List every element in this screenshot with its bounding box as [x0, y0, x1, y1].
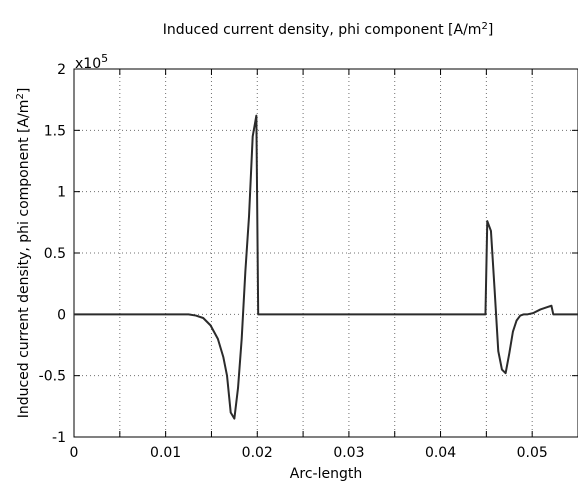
- y-axis-tick-labels: -1 -0.5 0 0.5 1 1.5 2: [39, 62, 66, 446]
- chart-title-superscript: 2: [481, 21, 487, 32]
- y-axis-label-superscript: 2: [15, 93, 26, 99]
- x-axis-tick-labels: 0 0.01 0.02 0.03 0.04 0.05: [70, 445, 548, 461]
- series-line-0: [74, 114, 578, 420]
- y-tick-label: -0.5: [39, 369, 66, 385]
- x-tick-label: 0.02: [242, 445, 273, 461]
- chart-title: Induced current density, phi component […: [163, 21, 494, 39]
- x-tick-label: 0.05: [517, 445, 548, 461]
- y-tick-label: 1: [57, 185, 66, 201]
- y-axis-label: Induced current density, phi component […: [15, 88, 33, 419]
- x-tick-label: 0.01: [150, 445, 181, 461]
- y-tick-label: 2: [57, 62, 66, 78]
- y-axis-multiplier-exponent: 5: [101, 52, 108, 65]
- x-axis-label: Arc-length: [290, 466, 362, 482]
- x-tick-label: 0.04: [425, 445, 456, 461]
- y-tick-label: 1.5: [44, 123, 66, 139]
- y-tick-label: 0: [57, 307, 66, 323]
- x-tick-label: 0.03: [333, 445, 364, 461]
- series-layer: [74, 114, 578, 420]
- y-tick-label: 0.5: [44, 246, 66, 262]
- x-tick-label: 0: [70, 445, 79, 461]
- y-tick-label: -1: [52, 430, 66, 446]
- tick-marks: [73, 68, 578, 438]
- y-axis-multiplier: x105: [75, 52, 108, 73]
